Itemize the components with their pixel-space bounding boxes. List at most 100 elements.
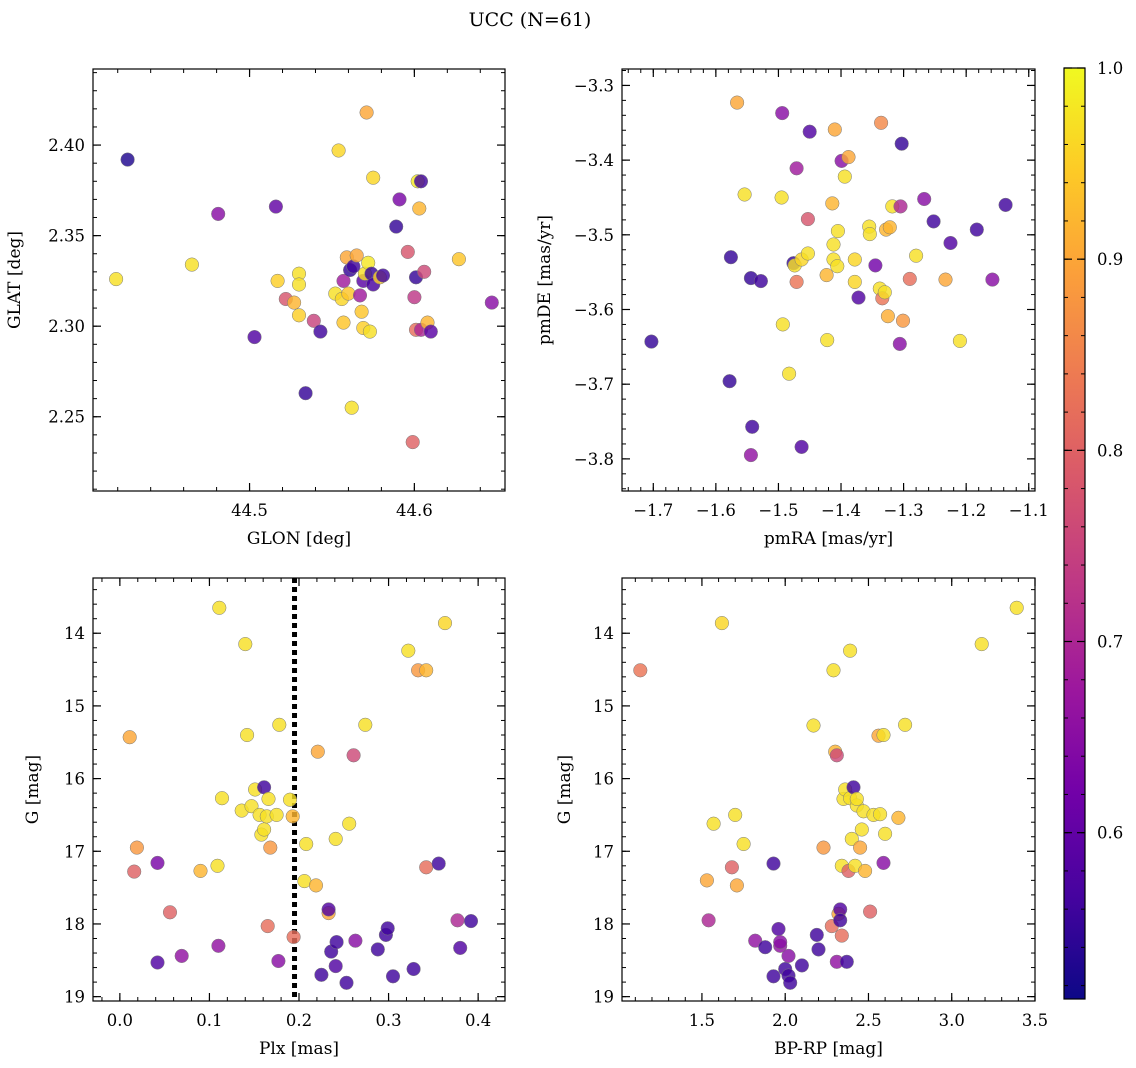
data-point bbox=[328, 959, 343, 974]
data-point bbox=[722, 374, 737, 389]
data-point bbox=[346, 748, 361, 763]
data-point bbox=[407, 290, 422, 305]
data-point bbox=[816, 840, 831, 855]
axis-ticks bbox=[622, 69, 1035, 491]
x-tick-label: −1.2 bbox=[946, 501, 986, 520]
data-point bbox=[122, 730, 137, 745]
axis-ticks bbox=[93, 69, 505, 491]
data-point bbox=[800, 212, 815, 227]
y-tick-label: 19 bbox=[593, 988, 614, 1007]
x-tick-label: 0.4 bbox=[465, 1011, 491, 1030]
data-point bbox=[868, 258, 883, 273]
data-point bbox=[298, 386, 313, 401]
data-point bbox=[272, 717, 287, 732]
data-point bbox=[938, 272, 953, 287]
data-point bbox=[341, 286, 356, 301]
y-tick-label: 2.30 bbox=[48, 317, 85, 336]
y-axis-label: GLAT [deg] bbox=[5, 231, 25, 329]
data-point bbox=[974, 637, 989, 652]
data-point bbox=[321, 902, 336, 917]
data-point bbox=[909, 248, 924, 263]
data-point bbox=[211, 206, 226, 221]
y-tick-label: −3.8 bbox=[574, 450, 614, 469]
data-point bbox=[789, 161, 804, 176]
data-point bbox=[847, 252, 862, 267]
y-tick-label: 17 bbox=[593, 842, 614, 861]
data-point bbox=[745, 419, 760, 434]
data-point bbox=[895, 313, 911, 328]
data-point bbox=[806, 718, 821, 733]
data-point bbox=[174, 948, 189, 963]
data-point bbox=[826, 663, 841, 678]
data-point bbox=[714, 616, 729, 631]
data-point bbox=[282, 792, 298, 807]
y-tick-label: 17 bbox=[64, 842, 85, 861]
y-axis-label: pmDE [mas/yr] bbox=[535, 215, 555, 345]
data-point bbox=[270, 273, 285, 288]
x-axis-label: Plx [mas] bbox=[259, 1039, 339, 1059]
data-point bbox=[774, 190, 789, 205]
data-point bbox=[862, 227, 877, 242]
scatter-points bbox=[122, 600, 479, 990]
data-point bbox=[412, 201, 427, 216]
data-point bbox=[854, 822, 869, 837]
data-point bbox=[354, 304, 369, 319]
data-point bbox=[844, 831, 859, 846]
data-point bbox=[285, 809, 300, 824]
scatter-points bbox=[109, 105, 499, 450]
data-point bbox=[310, 744, 325, 759]
x-tick-label: 2.0 bbox=[772, 1011, 798, 1030]
data-point bbox=[263, 840, 278, 855]
data-point bbox=[843, 643, 858, 658]
data-point bbox=[825, 196, 840, 211]
y-tick-label: 14 bbox=[593, 624, 614, 643]
data-point bbox=[291, 277, 307, 292]
data-point bbox=[766, 969, 781, 984]
data-point bbox=[344, 400, 359, 415]
data-point bbox=[729, 878, 744, 893]
x-tick-label: 0.2 bbox=[286, 1011, 312, 1030]
data-point bbox=[644, 334, 659, 349]
data-point bbox=[238, 637, 253, 652]
data-point bbox=[723, 250, 738, 265]
x-tick-label: 3.0 bbox=[939, 1011, 965, 1030]
data-point bbox=[830, 224, 845, 239]
data-point bbox=[985, 272, 1000, 287]
data-point bbox=[336, 315, 351, 330]
x-axis-label: pmRA [mas/yr] bbox=[764, 529, 893, 549]
data-point bbox=[820, 333, 835, 348]
data-point bbox=[877, 285, 892, 300]
x-tick-label: 0.0 bbox=[107, 1011, 133, 1030]
data-point bbox=[419, 860, 434, 875]
y-tick-label: 16 bbox=[64, 770, 85, 789]
y-tick-label: 18 bbox=[593, 915, 614, 934]
data-point bbox=[214, 791, 230, 806]
y-tick-label: −3.4 bbox=[574, 151, 614, 170]
data-point bbox=[1009, 600, 1024, 615]
data-point bbox=[789, 274, 804, 289]
data-point bbox=[331, 143, 346, 158]
data-point bbox=[880, 309, 895, 324]
scatter-points bbox=[633, 600, 1024, 990]
data-point bbox=[150, 855, 165, 870]
data-point bbox=[359, 105, 374, 120]
data-point bbox=[853, 840, 868, 855]
data-point bbox=[837, 169, 852, 184]
data-point bbox=[766, 856, 781, 871]
data-point bbox=[109, 272, 124, 287]
colorbar-frame bbox=[1063, 67, 1086, 1000]
data-point bbox=[287, 295, 302, 310]
data-point bbox=[405, 435, 420, 450]
data-point bbox=[902, 271, 917, 286]
x-tick-label: 1.5 bbox=[689, 1011, 715, 1030]
data-point bbox=[802, 124, 817, 139]
data-point bbox=[783, 975, 798, 990]
y-tick-label: 14 bbox=[64, 624, 85, 643]
data-point bbox=[737, 187, 752, 202]
data-point bbox=[336, 273, 351, 288]
data-point bbox=[782, 366, 797, 381]
x-tick-label: 0.3 bbox=[375, 1011, 401, 1030]
data-point bbox=[894, 136, 909, 151]
data-point bbox=[758, 940, 773, 955]
